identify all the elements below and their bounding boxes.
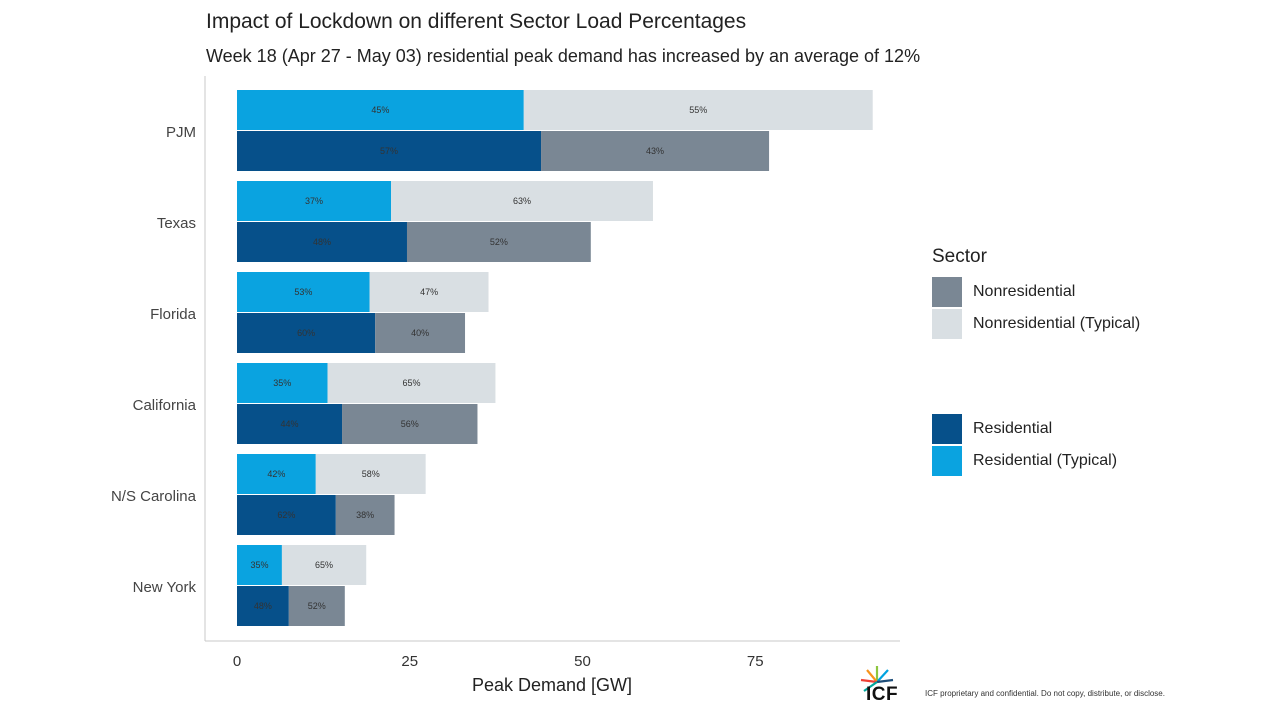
- bar-residential: [237, 404, 343, 444]
- bar-residential-typical: [237, 363, 328, 403]
- bar-data-label: 37%: [305, 196, 323, 206]
- bar-residential-typical: [237, 90, 524, 130]
- bar-data-label: 65%: [402, 378, 420, 388]
- legend-item-residential: Residential: [932, 413, 1232, 445]
- legend-item-nonresidential-typical: Nonresidential (Typical): [932, 308, 1232, 340]
- bar-data-label: 52%: [308, 601, 326, 611]
- y-category-label: PJM: [166, 124, 196, 141]
- bar-data-label: 43%: [646, 146, 664, 156]
- bar-data-label: 35%: [273, 378, 291, 388]
- bar-nonresidential-typical: [523, 90, 873, 130]
- bar-residential-typical: [237, 181, 392, 221]
- bar-residential: [237, 495, 336, 535]
- bar-data-label: 45%: [371, 105, 389, 115]
- bar-nonresidential: [375, 313, 466, 353]
- bar-data-label: 35%: [250, 560, 268, 570]
- legend-item-nonresidential: Nonresidential: [932, 276, 1232, 308]
- legend: Sector Nonresidential Nonresidential (Ty…: [932, 246, 1232, 477]
- footer-note: ICF proprietary and confidential. Do not…: [925, 689, 1165, 698]
- bar-data-label: 57%: [380, 146, 398, 156]
- x-tick-label: 50: [574, 653, 591, 670]
- y-category-label: Florida: [150, 306, 197, 323]
- bar-nonresidential: [342, 404, 478, 444]
- bar-data-label: 60%: [297, 328, 315, 338]
- bar-residential-typical: [237, 545, 282, 585]
- legend-label: Residential: [973, 420, 1053, 437]
- chart-subtitle: Week 18 (Apr 27 - May 03) residential pe…: [206, 46, 921, 66]
- bar-residential: [237, 131, 542, 171]
- y-category-label: New York: [133, 579, 197, 596]
- bar-residential: [237, 313, 376, 353]
- legend-swatch-nonresidential-typical: [932, 309, 962, 339]
- bar-nonresidential: [288, 586, 345, 626]
- bar-residential-typical: [237, 272, 370, 312]
- bar-data-label: 62%: [277, 510, 295, 520]
- legend-swatch-residential: [932, 414, 962, 444]
- bar-data-label: 42%: [267, 469, 285, 479]
- legend-label: Nonresidential: [973, 283, 1076, 300]
- legend-item-residential-typical: Residential (Typical): [932, 445, 1232, 477]
- bar-data-label: 44%: [281, 419, 299, 429]
- y-category-label: N/S Carolina: [111, 488, 197, 505]
- bar-data-label: 52%: [490, 237, 508, 247]
- bar-data-label: 48%: [254, 601, 272, 611]
- footer: ICF ICF proprietary and confidential. Do…: [855, 662, 1165, 706]
- chart-title: Impact of Lockdown on different Sector L…: [206, 10, 747, 33]
- legend-label: Residential (Typical): [973, 452, 1118, 469]
- bar-data-label: 65%: [315, 560, 333, 570]
- bar-nonresidential: [406, 222, 591, 262]
- bar-nonresidential-typical: [315, 454, 426, 494]
- icf-burst-icon: [860, 666, 894, 692]
- x-tick-label: 25: [401, 653, 418, 670]
- x-tick-label: 0: [233, 653, 241, 670]
- bar-residential-typical: [237, 454, 316, 494]
- bar-nonresidential-typical: [327, 363, 496, 403]
- bar-data-label: 47%: [420, 287, 438, 297]
- bar-data-label: 58%: [362, 469, 380, 479]
- bar-residential: [237, 222, 407, 262]
- bar-data-label: 48%: [313, 237, 331, 247]
- bar-nonresidential: [541, 131, 770, 171]
- bar-nonresidential: [335, 495, 395, 535]
- bar-residential: [237, 586, 289, 626]
- x-axis-label: Peak Demand [GW]: [472, 675, 632, 695]
- bar-data-label: 40%: [411, 328, 429, 338]
- bar-data-label: 63%: [513, 196, 531, 206]
- y-category-label: California: [133, 397, 197, 414]
- y-category-label: Texas: [157, 215, 196, 232]
- icf-logo: ICF: [855, 662, 907, 706]
- legend-title: Sector: [932, 246, 987, 267]
- legend-label: Nonresidential (Typical): [973, 315, 1141, 332]
- bar-data-label: 56%: [401, 419, 419, 429]
- legend-swatch-nonresidential: [932, 277, 962, 307]
- bar-nonresidential-typical: [391, 181, 653, 221]
- bar-nonresidential-typical: [369, 272, 489, 312]
- bar-data-label: 55%: [689, 105, 707, 115]
- x-tick-label: 75: [747, 653, 764, 670]
- legend-swatch-residential-typical: [932, 446, 962, 476]
- icf-logo-text: ICF: [866, 684, 899, 705]
- bar-data-label: 38%: [356, 510, 374, 520]
- bar-data-label: 53%: [294, 287, 312, 297]
- bar-nonresidential-typical: [281, 545, 367, 585]
